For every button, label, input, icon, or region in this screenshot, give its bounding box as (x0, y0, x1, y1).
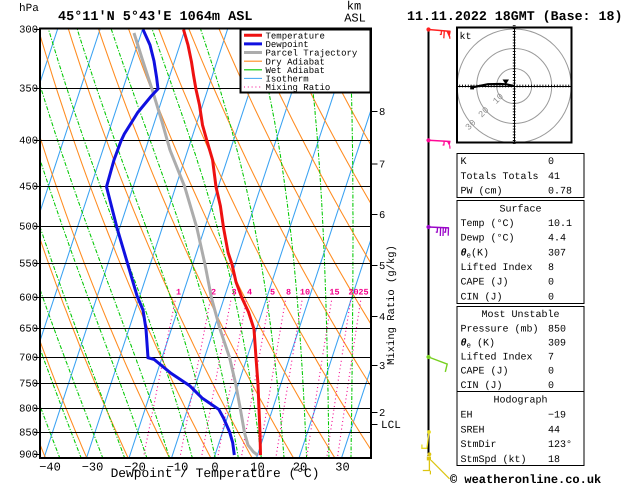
svg-text:−20: −20 (124, 461, 146, 475)
svg-text:hPa: hPa (19, 3, 39, 15)
svg-text:11.11.2022 18GMT (Base: 18): 11.11.2022 18GMT (Base: 18) (407, 9, 622, 24)
svg-text:StmDir: StmDir (461, 439, 497, 451)
svg-text:Dry Adiabat: Dry Adiabat (266, 57, 325, 67)
svg-text:123°: 123° (548, 440, 572, 451)
svg-text:450: 450 (19, 182, 38, 194)
svg-text:θe (K): θe (K) (461, 337, 496, 350)
svg-text:0: 0 (548, 367, 554, 378)
svg-text:18: 18 (548, 455, 560, 466)
svg-text:Mixing Ratio: Mixing Ratio (266, 83, 331, 93)
svg-text:900: 900 (19, 450, 38, 462)
svg-text:650: 650 (19, 324, 38, 336)
svg-text:LCL: LCL (381, 420, 401, 432)
svg-text:PW (cm): PW (cm) (461, 186, 503, 198)
svg-text:CIN (J): CIN (J) (461, 380, 503, 392)
svg-text:Lifted Index: Lifted Index (461, 352, 533, 364)
svg-text:Most Unstable: Most Unstable (481, 309, 559, 321)
svg-text:850: 850 (548, 324, 566, 335)
svg-text:K: K (461, 157, 467, 168)
svg-text:−19: −19 (548, 410, 566, 421)
svg-text:550: 550 (19, 259, 38, 271)
svg-text:3: 3 (379, 361, 385, 373)
svg-text:Lifted Index: Lifted Index (461, 262, 533, 274)
svg-text:km: km (347, 0, 361, 14)
svg-text:ASL: ASL (344, 12, 366, 26)
svg-text:Isotherm: Isotherm (266, 75, 309, 85)
svg-text:8: 8 (286, 288, 291, 298)
svg-text:θe(K): θe(K) (461, 247, 490, 260)
svg-text:41: 41 (548, 172, 560, 183)
svg-text:2: 2 (211, 288, 216, 298)
svg-text:Dewp (°C): Dewp (°C) (461, 233, 515, 245)
svg-text:Dewpoint: Dewpoint (266, 40, 309, 50)
svg-text:500: 500 (19, 222, 38, 234)
svg-text:10.1: 10.1 (548, 219, 572, 230)
svg-text:10: 10 (300, 288, 310, 298)
svg-text:Pressure (mb): Pressure (mb) (461, 323, 539, 335)
svg-text:EH: EH (461, 410, 473, 421)
svg-text:CAPE (J): CAPE (J) (461, 366, 509, 378)
svg-text:Dewpoint / Temperature (°C): Dewpoint / Temperature (°C) (111, 466, 320, 481)
svg-text:300: 300 (19, 25, 38, 37)
svg-text:CIN (J): CIN (J) (461, 291, 503, 303)
svg-text:850: 850 (19, 428, 38, 440)
svg-text:6: 6 (379, 210, 385, 222)
svg-text:800: 800 (19, 404, 38, 416)
svg-text:Wet Adiabat: Wet Adiabat (266, 66, 325, 76)
svg-text:4: 4 (379, 312, 385, 324)
svg-text:0: 0 (548, 278, 554, 289)
svg-text:3: 3 (231, 288, 236, 298)
svg-text:Mixing Ratio (g/kg): Mixing Ratio (g/kg) (386, 245, 398, 365)
svg-text:44: 44 (548, 425, 560, 436)
svg-text:8: 8 (379, 107, 385, 119)
svg-text:CAPE (J): CAPE (J) (461, 277, 509, 289)
svg-text:45°11'N 5°43'E 1064m ASL: 45°11'N 5°43'E 1064m ASL (58, 10, 252, 25)
svg-text:5: 5 (379, 261, 385, 273)
svg-text:4.4: 4.4 (548, 234, 566, 245)
svg-text:Hodograph: Hodograph (493, 395, 547, 407)
svg-text:30: 30 (335, 461, 349, 475)
svg-text:8: 8 (548, 263, 554, 274)
svg-text:309: 309 (548, 338, 566, 349)
svg-text:600: 600 (19, 293, 38, 305)
svg-text:Totals Totals: Totals Totals (461, 171, 539, 183)
svg-text:700: 700 (19, 353, 38, 365)
svg-text:Parcel Trajectory: Parcel Trajectory (266, 49, 358, 59)
svg-text:10: 10 (250, 461, 264, 475)
svg-text:−30: −30 (82, 461, 104, 475)
svg-text:4: 4 (247, 288, 252, 298)
svg-text:7: 7 (379, 160, 385, 172)
svg-text:15: 15 (329, 288, 339, 298)
svg-text:2: 2 (379, 408, 385, 420)
svg-text:0: 0 (548, 292, 554, 303)
svg-text:Surface: Surface (499, 203, 541, 215)
svg-text:Temperature: Temperature (266, 31, 325, 41)
svg-text:5: 5 (270, 288, 275, 298)
svg-text:400: 400 (19, 136, 38, 148)
svg-text:0: 0 (548, 381, 554, 392)
svg-text:−40: −40 (39, 461, 61, 475)
svg-text:750: 750 (19, 379, 38, 391)
svg-text:307: 307 (548, 248, 566, 259)
svg-text:1: 1 (176, 288, 181, 298)
svg-text:0.78: 0.78 (548, 187, 572, 198)
svg-text:350: 350 (19, 84, 38, 96)
svg-text:20: 20 (348, 288, 358, 298)
svg-text:25: 25 (358, 288, 368, 298)
svg-text:20: 20 (293, 461, 307, 475)
svg-text:−10: −10 (167, 461, 189, 475)
svg-text:7: 7 (548, 353, 554, 364)
svg-text:kt: kt (460, 31, 472, 43)
svg-text:Temp (°C): Temp (°C) (461, 218, 515, 230)
svg-text:StmSpd (kt): StmSpd (kt) (461, 454, 527, 466)
svg-text:SREH: SREH (461, 425, 485, 436)
svg-text:0: 0 (211, 461, 218, 475)
svg-text:0: 0 (548, 157, 554, 168)
svg-text:© weatheronline.co.uk: © weatheronline.co.uk (450, 473, 601, 486)
